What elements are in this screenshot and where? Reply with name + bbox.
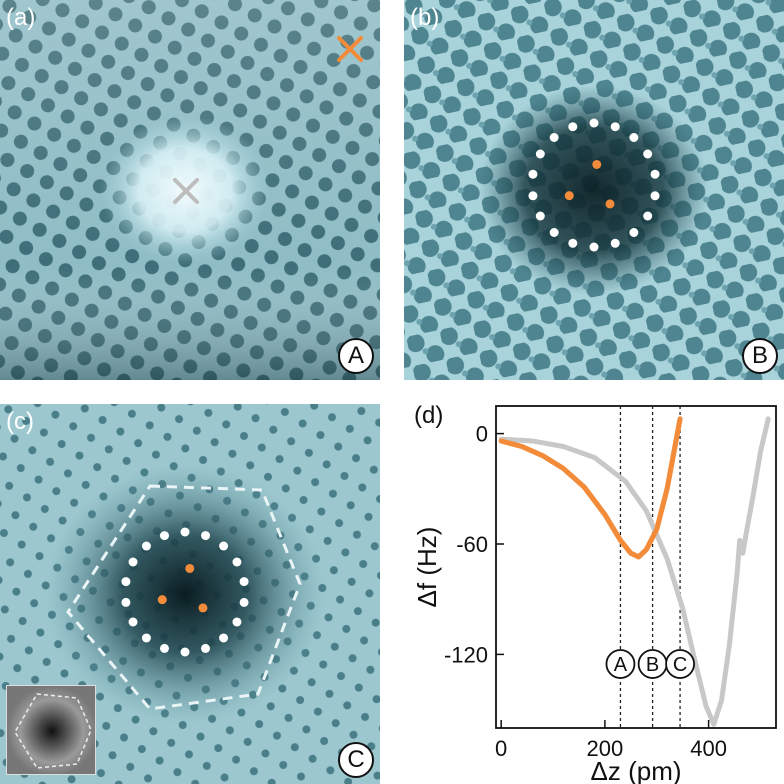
plot-frame — [495, 405, 777, 729]
white-atom-markers — [121, 527, 249, 657]
white-atom-dot — [201, 531, 211, 541]
y-tick-label: -60 — [456, 532, 488, 557]
y-tick-label: 0 — [476, 422, 488, 447]
orange-atom-dot — [592, 159, 602, 169]
panel-label-c: (c) — [6, 408, 34, 435]
x-axis-label: Δz (pm) — [590, 756, 681, 784]
white-atom-dot — [549, 133, 559, 143]
afm-image-a — [0, 0, 380, 380]
marker-badge-A — [605, 649, 636, 679]
white-atom-dot — [141, 541, 151, 551]
white-atom-dot — [629, 133, 639, 143]
white-atom-dot — [643, 149, 653, 159]
hexagon-outline — [66, 484, 302, 711]
orange-atom-dot — [185, 563, 195, 573]
white-atom-dot — [180, 647, 190, 657]
white-atom-dot — [128, 617, 138, 627]
white-atom-dot — [528, 191, 538, 201]
x-tick-label: 200 — [587, 736, 624, 761]
marker-badge-C — [665, 649, 695, 679]
white-atom-dot — [610, 122, 620, 132]
orange-atom-dot — [605, 199, 615, 209]
white-atom-dot — [589, 118, 599, 128]
white-atom-dot — [121, 577, 131, 587]
white-atom-dot — [180, 527, 190, 537]
panel-label-a: (a) — [6, 4, 36, 31]
white-atom-dot — [159, 643, 169, 653]
badge-a: A — [338, 338, 374, 374]
white-atom-dot — [141, 633, 151, 643]
orange-atom-dot — [198, 603, 208, 613]
orange-atom-markers — [564, 159, 615, 209]
x-tick-label: 0 — [495, 736, 507, 761]
marker-label-C: C — [673, 654, 687, 676]
white-atom-dot — [568, 238, 578, 248]
white-atom-dot — [568, 122, 578, 132]
white-atom-dot — [232, 617, 242, 627]
panel-a: (a) A — [0, 0, 380, 380]
orange-atom-markers — [157, 563, 208, 613]
afm-image-b — [404, 0, 784, 380]
white-atom-dot — [121, 597, 131, 607]
white-atom-dot — [549, 227, 559, 237]
white-atom-dot — [643, 211, 653, 221]
white-atom-dot — [159, 531, 169, 541]
white-atom-dot — [232, 557, 242, 567]
white-atom-dot — [239, 577, 249, 587]
y-axis-label: Δf (Hz) — [412, 527, 442, 608]
white-atom-dot — [128, 557, 138, 567]
panel-label-b: (b) — [410, 4, 440, 31]
x-tick-label: 400 — [690, 736, 727, 761]
white-atom-dot — [201, 643, 211, 653]
marker-label-A: A — [614, 654, 628, 676]
orange-atom-dot — [564, 191, 574, 201]
white-atom-dot — [589, 242, 599, 252]
panel-b: (b) B — [404, 0, 784, 380]
df-vs-dz-chart: A B C 0 200 400 0 -60 -120 Δz (pm) Δf (Hz) — [412, 405, 777, 784]
orange-cross-marker — [337, 36, 363, 62]
white-atom-dot — [535, 149, 545, 159]
badge-b: B — [742, 338, 778, 374]
marker-label-B: B — [646, 654, 659, 676]
white-atom-dot — [629, 227, 639, 237]
y-tick-label: -120 — [444, 642, 488, 667]
inset-image — [6, 685, 96, 775]
white-atom-dot — [535, 211, 545, 221]
gray-cross-marker — [173, 178, 199, 204]
white-atom-dot — [528, 169, 538, 179]
panel-label-d: (d) — [414, 402, 444, 429]
white-atom-markers — [528, 118, 660, 252]
white-atom-dot — [650, 169, 660, 179]
series-gray — [498, 416, 771, 727]
white-atom-dot — [610, 238, 620, 248]
white-atom-dot — [650, 191, 660, 201]
white-atom-dot — [219, 633, 229, 643]
white-atom-dot — [239, 597, 249, 607]
badge-c: C — [338, 742, 374, 778]
series-orange-top — [498, 416, 683, 560]
orange-atom-dot — [157, 595, 167, 605]
white-atom-dot — [219, 541, 229, 551]
